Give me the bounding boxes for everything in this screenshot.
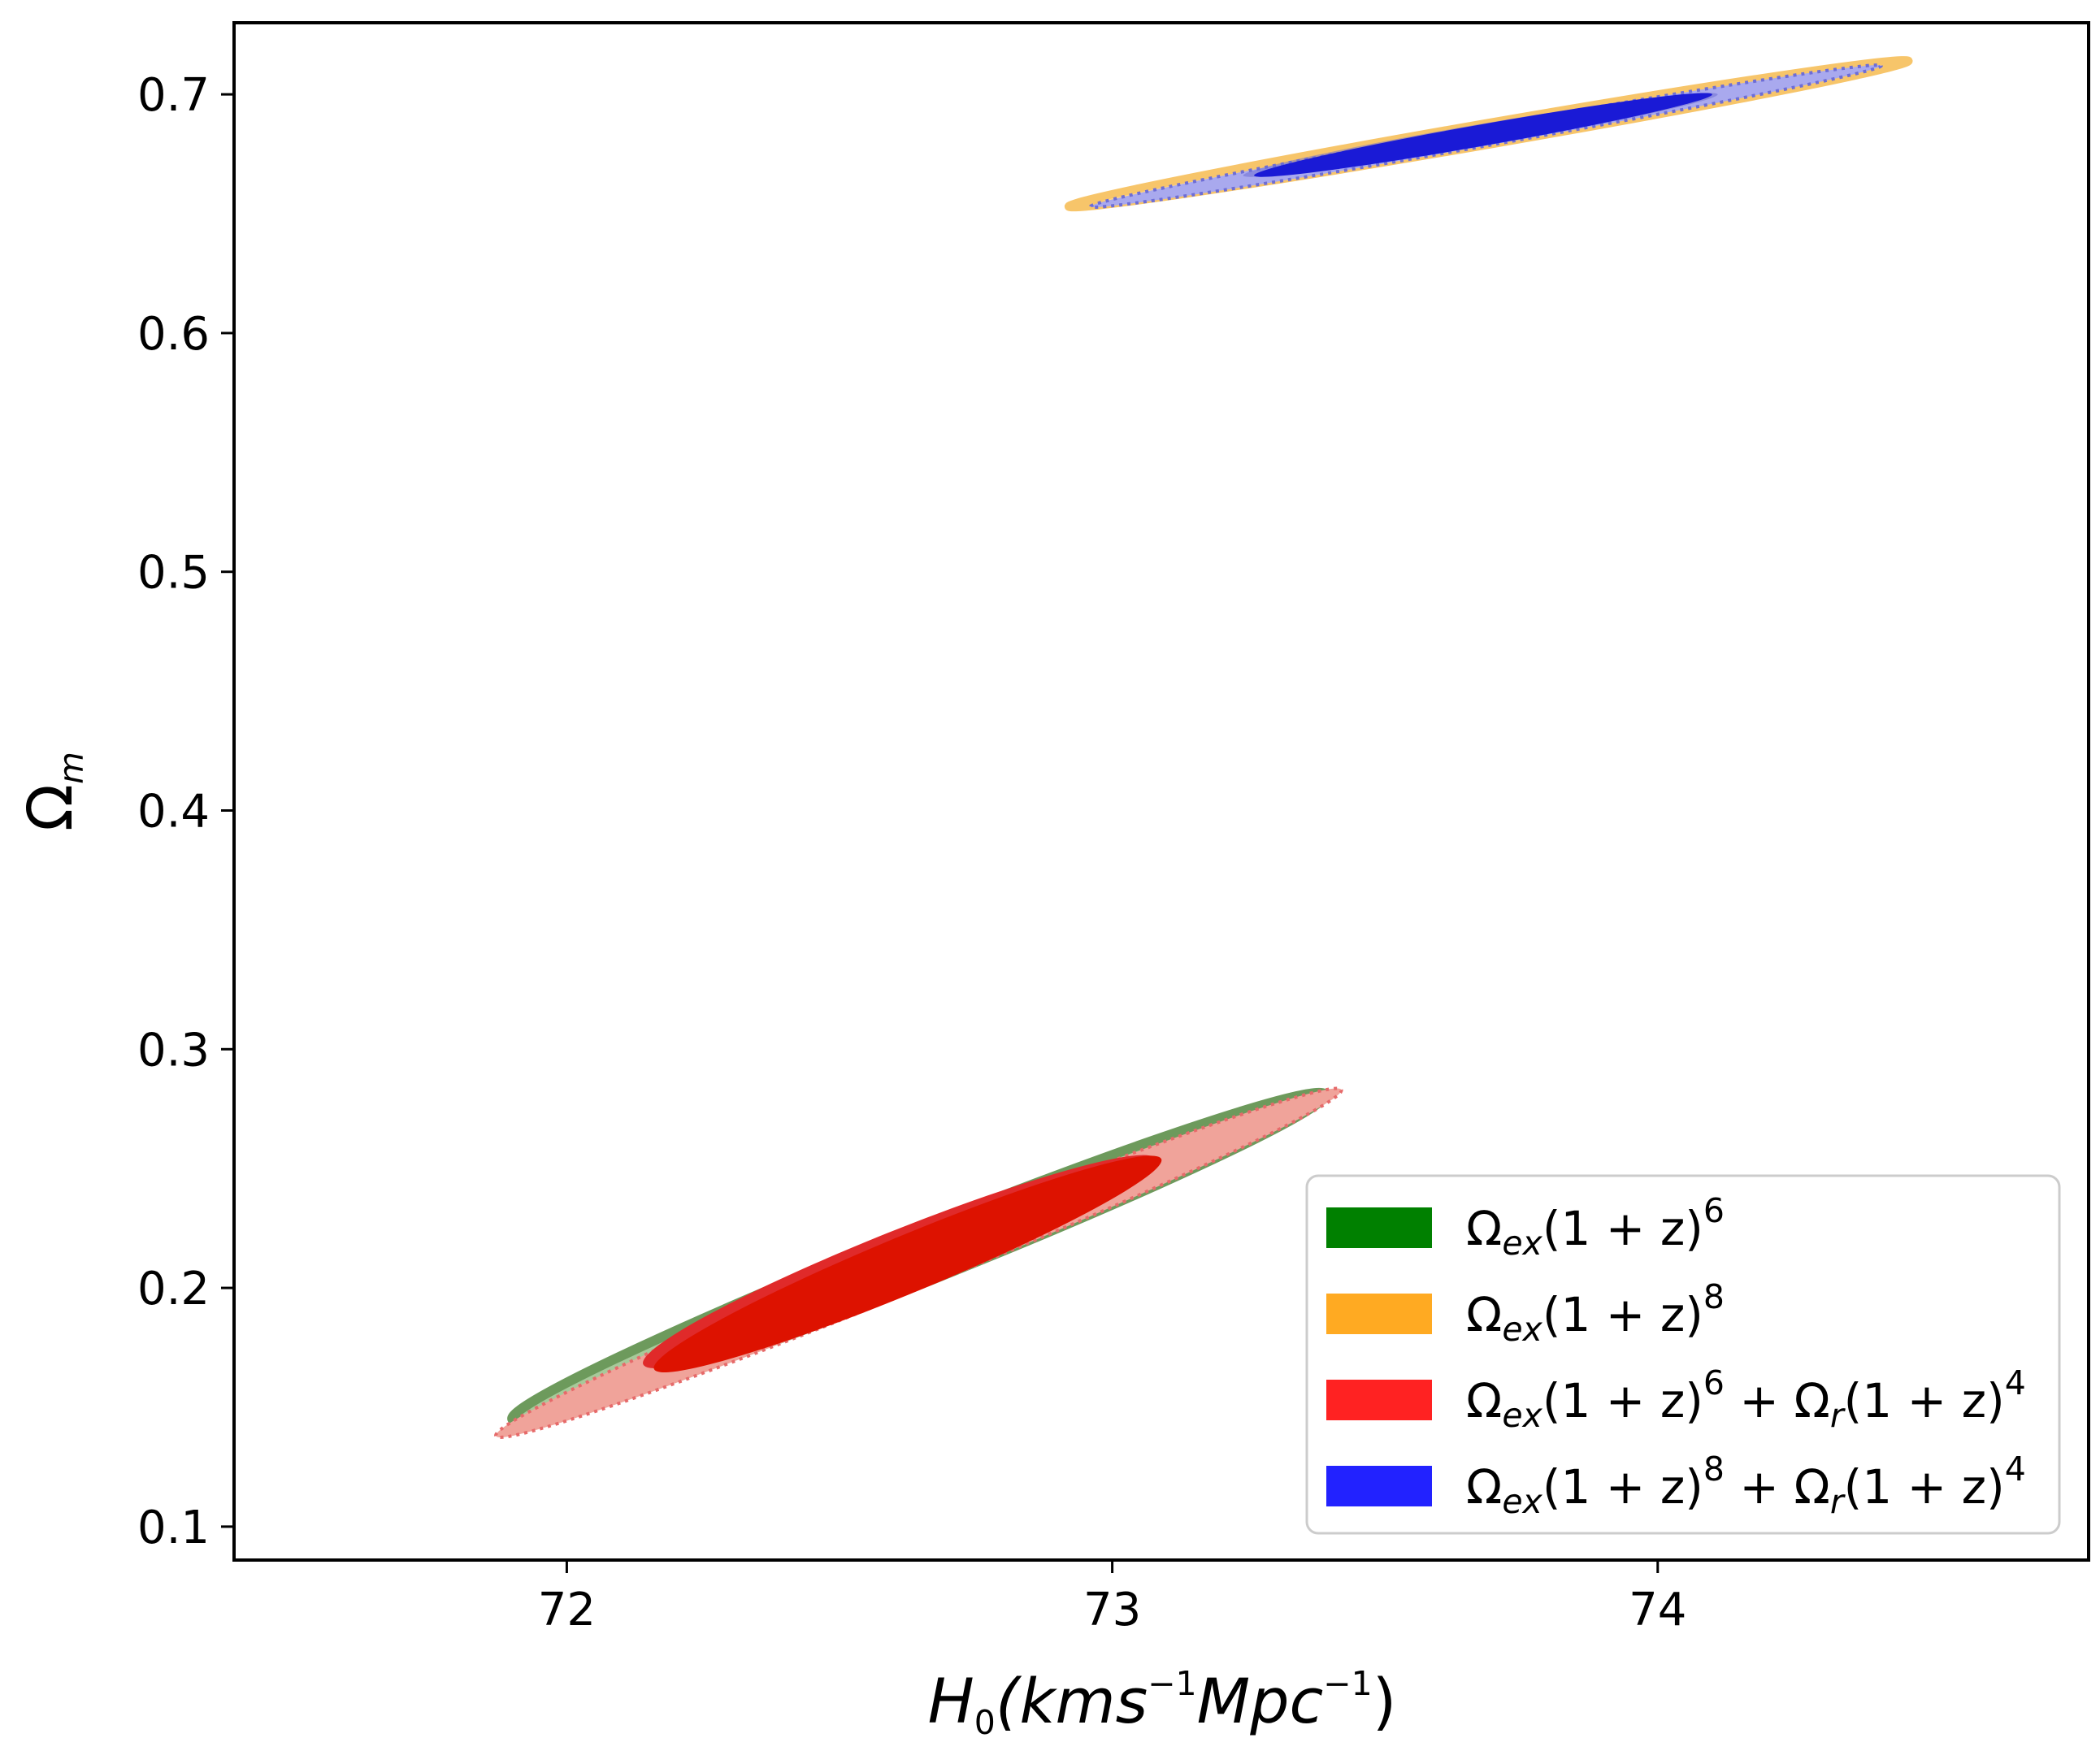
y-tick-label: 0.6 xyxy=(137,308,210,361)
legend-label-1: Ωex(1 + z)6 xyxy=(1466,1191,1725,1263)
legend-swatch-green xyxy=(1326,1207,1432,1248)
x-axis-ticks: 72 73 74 xyxy=(538,1560,1686,1636)
x-tick-label: 72 xyxy=(538,1584,596,1636)
y-axis-label: Ωm xyxy=(14,752,91,831)
y-axis-ticks: 0.1 0.2 0.3 0.4 0.5 0.6 0.7 xyxy=(137,69,234,1554)
legend-box xyxy=(1305,1174,2061,1535)
x-axis-label: H0(kms−1Mpc−1) xyxy=(928,1664,1397,1742)
y-tick-label: 0.3 xyxy=(137,1024,210,1077)
legend-label-2: Ωex(1 + z)8 xyxy=(1466,1277,1725,1349)
contours-group xyxy=(494,56,1913,1439)
y-tick-label: 0.2 xyxy=(137,1263,210,1315)
legend-label-4: Ωex(1 + z)8 + Ωr(1 + z)4 xyxy=(1466,1450,2026,1521)
x-tick-label: 74 xyxy=(1629,1584,1686,1636)
legend-swatch-red xyxy=(1326,1380,1432,1420)
legend: Ωex(1 + z)6 Ωex(1 + z)8 Ωex(1 + z)6 + Ωr… xyxy=(1305,1174,2061,1535)
y-tick-label: 0.4 xyxy=(137,786,210,839)
axes-frame xyxy=(232,21,2090,1562)
legend-label-3: Ωex(1 + z)6 + Ωr(1 + z)4 xyxy=(1466,1363,2026,1435)
y-tick-label: 0.7 xyxy=(137,69,210,122)
y-tick-label: 0.5 xyxy=(137,547,210,600)
plot-area xyxy=(494,56,1913,1439)
legend-swatch-blue xyxy=(1326,1466,1432,1506)
legend-swatch-orange xyxy=(1326,1294,1432,1334)
blue-inner-contour xyxy=(1254,93,1712,177)
x-tick-label: 73 xyxy=(1083,1584,1141,1636)
red-inner-contour xyxy=(653,1155,1162,1373)
y-tick-label: 0.1 xyxy=(137,1502,210,1554)
